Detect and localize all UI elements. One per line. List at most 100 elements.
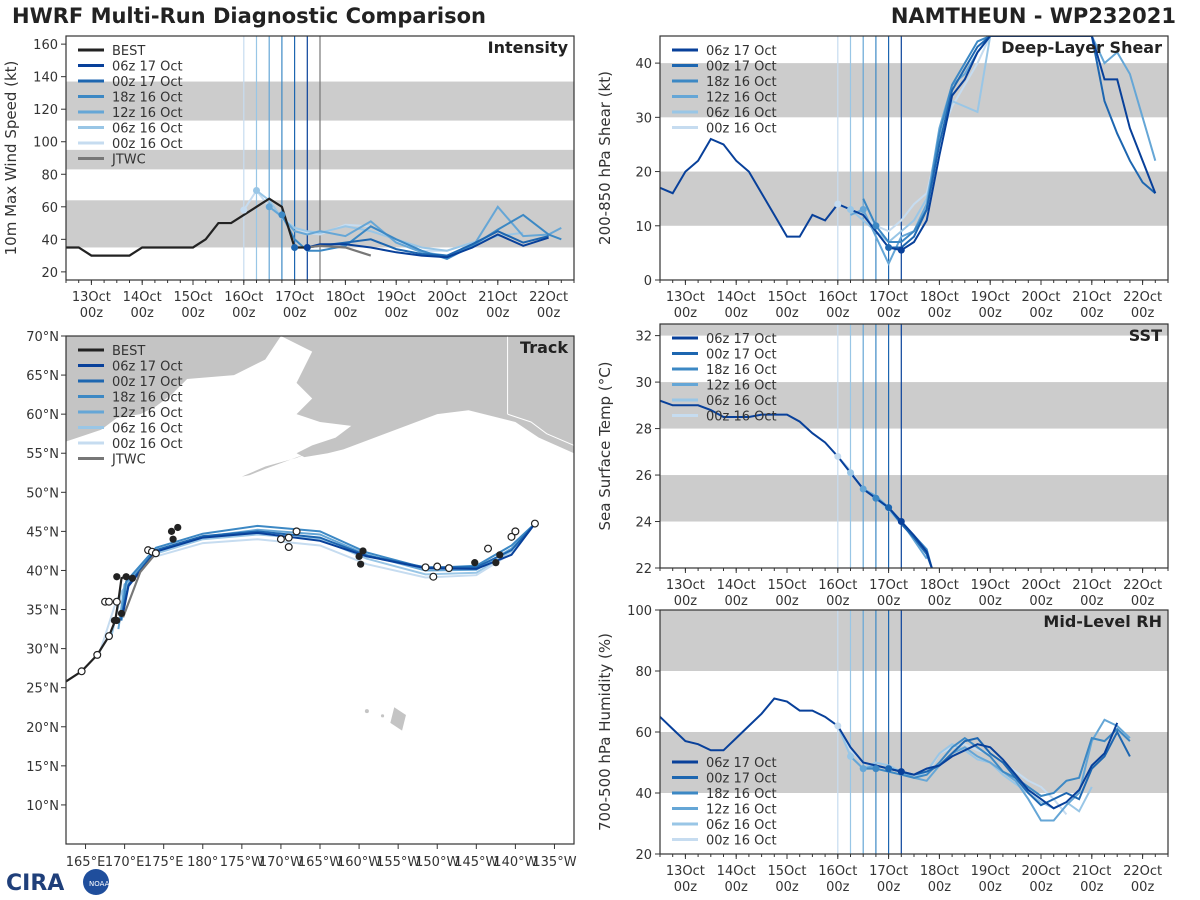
shear-shade-band xyxy=(660,171,1168,226)
shear-legend-label: 06z 16 Oct xyxy=(706,106,777,121)
sst-legend-label: 00z 17 Oct xyxy=(706,348,777,363)
shear-xtick-label: 13Oct xyxy=(666,290,705,305)
shear-ytick-label: 30 xyxy=(635,111,652,126)
shear-init-marker xyxy=(885,243,893,251)
intensity-legend-label: 00z 16 Oct xyxy=(112,137,183,152)
noaa-seal-icon xyxy=(83,869,109,895)
rh-xtick-sublabel: 00z xyxy=(674,880,698,895)
track-series-18z-16-oct xyxy=(120,522,536,621)
track-legend-label: 00z 17 Oct xyxy=(112,375,183,390)
track-xtick-label: 145°W xyxy=(454,855,498,870)
shear-legend-label: 06z 17 Oct xyxy=(706,44,777,59)
track-marker-filled xyxy=(174,523,182,532)
shear-series-06z-17-oct xyxy=(660,36,1157,252)
intensity-xtick-label: 20Oct xyxy=(427,290,466,305)
rh-init-marker xyxy=(847,752,854,760)
intensity-xtick-sublabel: 00z xyxy=(537,306,561,321)
land-hawaii xyxy=(390,707,406,731)
shear-xtick-sublabel: 00z xyxy=(1029,306,1053,321)
rh-xtick-label: 20Oct xyxy=(1021,864,1060,879)
shear-ytick-label: 0 xyxy=(644,274,652,289)
intensity-ytick-label: 80 xyxy=(41,168,58,183)
intensity-ytick-label: 40 xyxy=(41,233,58,248)
rh-ytick-label: 80 xyxy=(635,665,652,680)
land-siberia xyxy=(66,336,281,442)
track-xtick-label: 170°W xyxy=(259,855,303,870)
track-marker-hollow xyxy=(292,527,301,536)
shear-plot-area xyxy=(660,36,1168,280)
sst-xtick-sublabel: 00z xyxy=(826,594,850,609)
shear-ytick-label: 40 xyxy=(635,57,652,72)
intensity-ytick-label: 20 xyxy=(41,266,58,281)
intensity-xtick-label: 17Oct xyxy=(275,290,314,305)
rh-init-marker xyxy=(897,768,905,776)
intensity-xtick-sublabel: 00z xyxy=(283,306,307,321)
intensity-init-marker xyxy=(291,243,299,251)
intensity-init-marker xyxy=(278,211,286,219)
rh-init-marker xyxy=(885,765,893,773)
track-marker-hollow xyxy=(93,650,102,659)
shear-ytick-label: 20 xyxy=(635,166,652,181)
intensity-xtick-label: 22Oct xyxy=(529,290,568,305)
shear-init-marker xyxy=(897,246,905,254)
sst-init-marker xyxy=(872,494,880,502)
track-series-jtwc xyxy=(122,552,157,618)
track-xtick-label: 180° xyxy=(187,855,218,870)
shear-init-marker xyxy=(872,222,880,230)
track-marker-filled xyxy=(167,527,176,535)
intensity-init-marker xyxy=(240,206,248,214)
rh-xtick-label: 14Oct xyxy=(717,864,756,879)
track-marker-hollow xyxy=(507,532,516,541)
sst-legend-label: 00z 16 Oct xyxy=(706,410,777,425)
track-xtick-label: 155°W xyxy=(376,855,420,870)
intensity-series-06z-17-oct xyxy=(307,233,549,259)
panel-shear: 01020304013Oct00z14Oct00z15Oct00z16Oct00… xyxy=(596,35,1169,321)
shear-xtick-label: 22Oct xyxy=(1123,290,1162,305)
track-marker-filled xyxy=(496,551,504,559)
shear-title: Deep-Layer Shear xyxy=(1001,38,1162,57)
panel-sst: 22242628303213Oct00z14Oct00z15Oct00z16Oc… xyxy=(596,323,1169,609)
rh-legend-label: 00z 16 Oct xyxy=(706,834,777,849)
track-ytick-label: 70°N xyxy=(26,330,59,345)
track-marker-hollow xyxy=(429,572,438,581)
shear-xtick-sublabel: 00z xyxy=(1131,306,1155,321)
intensity-ytick-label: 160 xyxy=(33,38,58,53)
land-oahu xyxy=(380,714,385,718)
shear-xtick-label: 15Oct xyxy=(767,290,806,305)
intensity-xtick-label: 15Oct xyxy=(173,290,212,305)
sst-legend-label: 06z 17 Oct xyxy=(706,332,777,347)
track-marker-filled xyxy=(128,574,137,582)
sst-xtick-sublabel: 00z xyxy=(674,594,698,609)
shear-shade-band xyxy=(660,63,1168,118)
intensity-init-marker xyxy=(303,243,311,251)
sst-legend-label: 18z 16 Oct xyxy=(706,363,777,378)
intensity-xtick-sublabel: 00z xyxy=(435,306,459,321)
sst-xtick-sublabel: 00z xyxy=(775,594,799,609)
rh-init-marker xyxy=(859,765,867,773)
intensity-series-12z-16-oct xyxy=(268,205,562,257)
shear-xtick-sublabel: 00z xyxy=(674,306,698,321)
intensity-xtick-label: 16Oct xyxy=(224,290,263,305)
sst-ytick-label: 24 xyxy=(635,516,652,531)
rh-legend-label: 12z 16 Oct xyxy=(706,803,777,818)
intensity-series-18z-16-oct xyxy=(281,213,562,260)
intensity-xtick-sublabel: 00z xyxy=(80,306,104,321)
rh-legend-label: 18z 16 Oct xyxy=(706,787,777,802)
rh-series-00z-17-oct xyxy=(888,729,1131,807)
rh-ylabel: 700-500 hPa Humidity (%) xyxy=(596,633,614,831)
track-marker-hollow xyxy=(276,535,285,544)
intensity-title: Intensity xyxy=(488,38,569,57)
track-marker-hollow xyxy=(284,543,293,552)
intensity-xtick-label: 21Oct xyxy=(478,290,517,305)
sst-xtick-sublabel: 00z xyxy=(1080,594,1104,609)
rh-init-marker xyxy=(872,765,880,773)
sst-xtick-sublabel: 00z xyxy=(979,594,1003,609)
track-marker-hollow xyxy=(284,533,293,542)
track-marker-filled xyxy=(355,552,363,560)
rh-xtick-sublabel: 00z xyxy=(1080,880,1104,895)
intensity-init-marker xyxy=(265,203,273,211)
track-marker-filled xyxy=(113,616,121,625)
sst-xtick-label: 20Oct xyxy=(1021,578,1060,593)
